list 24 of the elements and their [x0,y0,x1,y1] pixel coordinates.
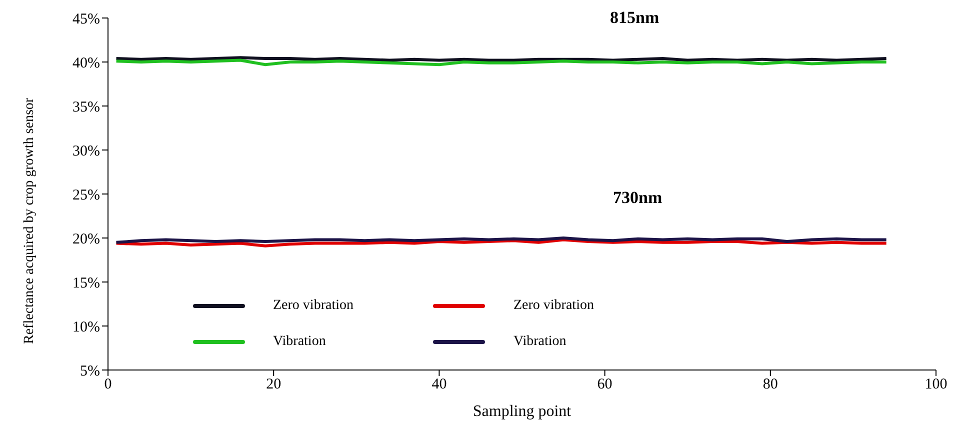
x-tick-label: 60 [597,376,612,393]
legend-label: Vibration [273,334,326,350]
x-tick-label: 20 [266,376,282,393]
y-tick-label: 20% [72,231,100,248]
y-axis-title: Reflectance acquired by crop growth sensor [22,98,37,344]
y-tick-label: 10% [72,319,100,336]
annotation: 730nm [613,188,662,208]
legend-label: Zero vibration [513,298,594,314]
legend-label: Vibration [513,334,566,350]
y-tick-label: 30% [72,143,100,160]
y-tick-label: 5% [80,363,100,380]
legend-label: Zero vibration [273,298,354,314]
y-tick-label: 35% [72,99,100,116]
y-tick-label: 25% [72,187,100,204]
y-tick-label: 45% [72,11,100,28]
x-tick-label: 0 [104,376,112,393]
x-tick-label: 40 [432,376,447,393]
y-tick-label: 15% [72,275,100,292]
line-series [114,238,888,248]
x-tick-label: 100 [924,376,948,393]
x-tick-label: 80 [762,376,778,393]
annotation: 815nm [610,8,660,28]
y-tick-label: 40% [72,55,100,72]
x-axis-title: Sampling point [472,403,572,420]
